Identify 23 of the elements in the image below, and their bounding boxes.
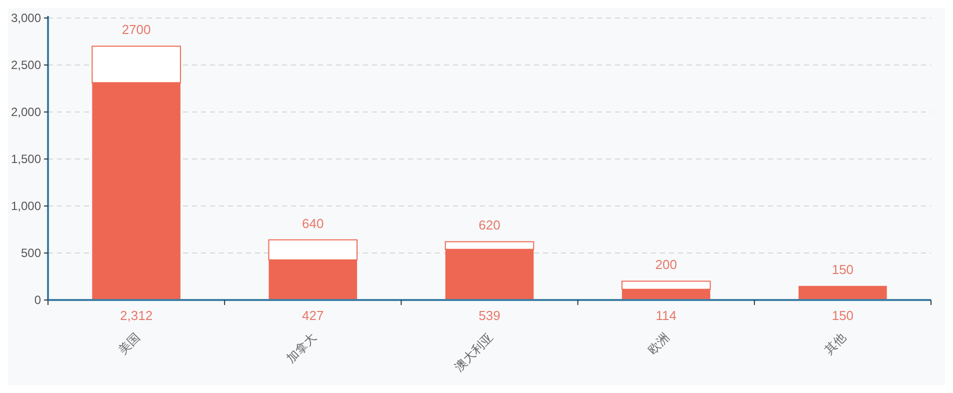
data-label: 427: [302, 308, 324, 323]
total-label: 620: [478, 218, 500, 233]
x-tick-label: 加拿大: [284, 330, 320, 366]
data-label: 114: [656, 308, 676, 323]
data-label: 539: [478, 308, 500, 323]
x-tick-label: 美国: [116, 330, 142, 358]
y-tick-label: 2,500: [10, 58, 42, 72]
total-label: 200: [655, 257, 677, 272]
total-label: 150: [832, 308, 854, 323]
x-tick-label: 澳大利亚: [452, 330, 496, 374]
y-tick-label: 2,000: [10, 105, 42, 120]
total-label: 640: [302, 216, 324, 231]
y-tick-label: 1,000: [10, 199, 42, 214]
y-tick-label: 0: [34, 293, 42, 308]
x-tick-label: 欧洲: [645, 330, 672, 358]
x-tick-label: 其他: [822, 330, 849, 358]
data-label: 150: [832, 262, 854, 277]
bar: [798, 286, 887, 300]
data-label: 2,312: [120, 308, 153, 323]
y-tick-label: 1,500: [10, 152, 42, 166]
y-tick-label: 500: [20, 246, 42, 260]
y-tick-label: 3,000: [10, 11, 42, 26]
total-label: 2700: [122, 22, 151, 38]
